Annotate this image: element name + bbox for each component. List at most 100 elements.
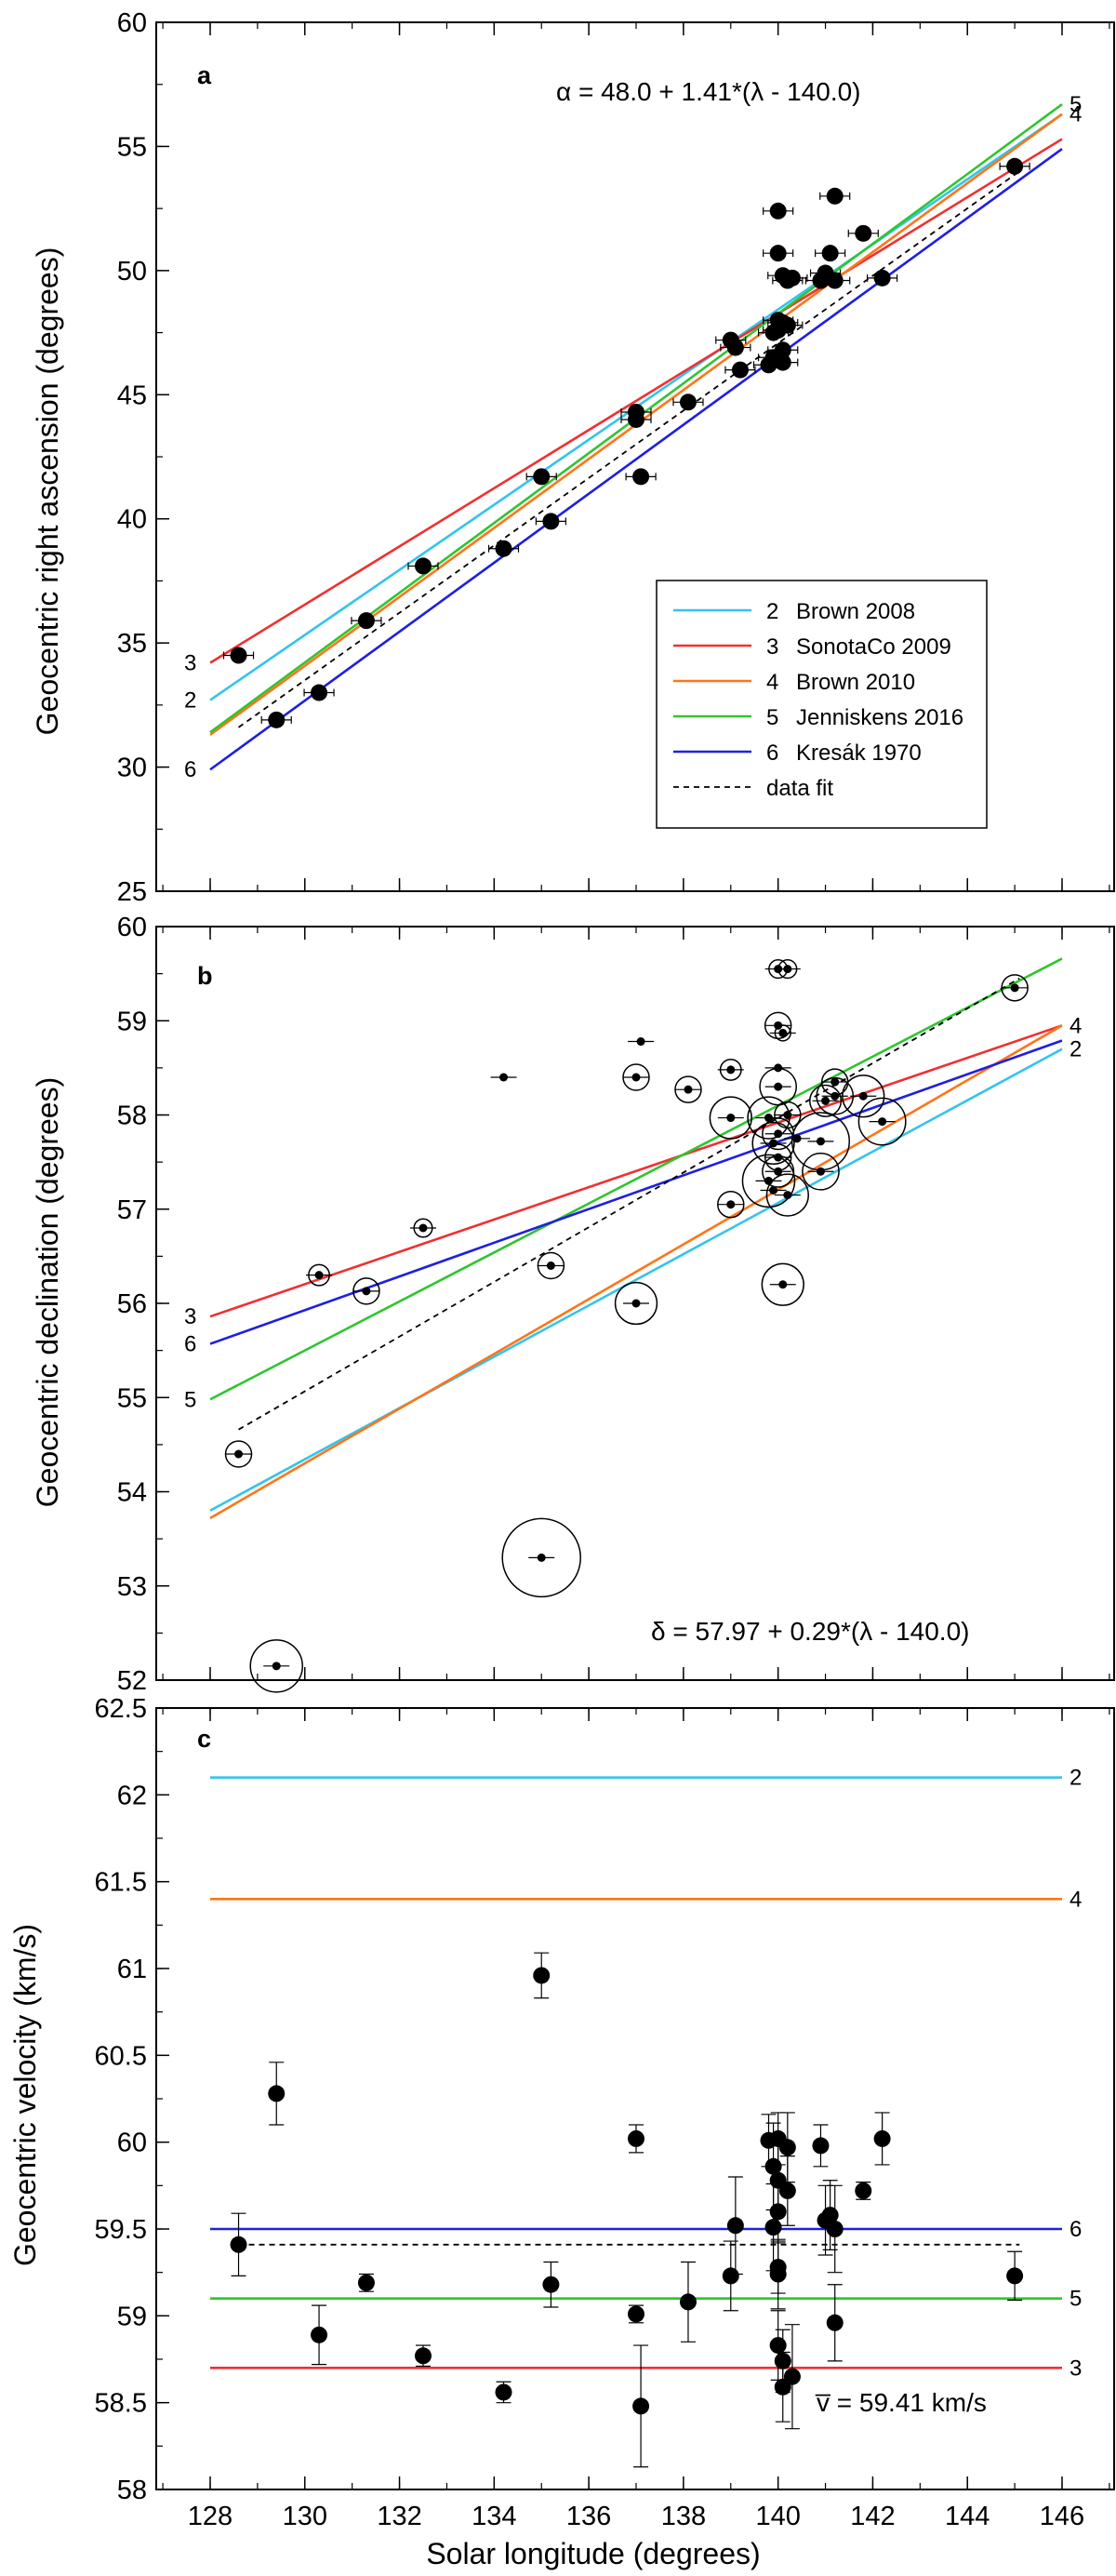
panel-a-letter: a (197, 61, 212, 89)
data-point (878, 1117, 887, 1127)
y-tick-label: 45 (117, 380, 147, 410)
data-point (855, 2182, 872, 2199)
y-tick-label: 60 (117, 8, 147, 38)
line-number-label: 3 (1070, 2356, 1082, 2381)
data-point (792, 1134, 802, 1143)
data-point (234, 1449, 244, 1459)
data-point (628, 2129, 644, 2147)
data-point (631, 1073, 641, 1082)
data-point (858, 1091, 868, 1101)
uncertainty-circle (802, 1152, 840, 1191)
x-tick-label: 134 (472, 2502, 516, 2531)
x-tick-label: 138 (661, 2502, 706, 2531)
data-point (268, 2085, 286, 2102)
data-point (769, 245, 787, 262)
model-line-4 (209, 1024, 1063, 1519)
data-point (816, 1167, 825, 1176)
line-number-label: 6 (1070, 2217, 1082, 2242)
y-tick-label: 50 (117, 257, 147, 287)
uncertainty-circle (751, 1121, 795, 1166)
model-line-6 (209, 148, 1063, 771)
data-point (774, 1082, 783, 1091)
y-tick-label: 55 (117, 1383, 147, 1413)
data-point (628, 410, 644, 428)
data-point (826, 2314, 844, 2331)
data-point (533, 468, 551, 486)
panel-c-letter: c (197, 1725, 211, 1753)
model-line-3 (209, 138, 1063, 664)
uncertainty-circle (709, 1096, 752, 1140)
data-point (726, 2217, 744, 2235)
data-point (783, 965, 792, 974)
data-point (816, 1137, 825, 1146)
y-tick-label: 59 (117, 2302, 147, 2331)
data-point (542, 513, 560, 530)
y-tick-label: 54 (117, 1478, 147, 1508)
panel-c-annotation: v̅ = 59.41 km/s (815, 2388, 987, 2417)
data-point (495, 540, 512, 557)
y-tick-label: 40 (117, 505, 147, 535)
data-point (774, 1153, 783, 1162)
uncertainty-circle (249, 1639, 303, 1693)
line-number-label: 2 (1070, 1766, 1082, 1791)
x-tick-label: 130 (283, 2502, 327, 2531)
uncertainty-circle (842, 1074, 885, 1118)
data-point (778, 1028, 788, 1037)
panel-b-formula: δ = 57.97 + 0.29*(λ - 140.0) (651, 1617, 969, 1646)
y-tick-label: 58 (117, 1101, 147, 1131)
data-point (362, 1287, 371, 1296)
data-point (636, 1037, 645, 1047)
y-tick-label: 60 (117, 913, 147, 942)
y-tick-label: 60 (117, 2129, 147, 2158)
y-tick-label: 58.5 (95, 2389, 147, 2419)
data-point (230, 647, 247, 664)
data-point (632, 468, 650, 486)
data-point (855, 224, 872, 242)
uncertainty-circle (614, 1281, 658, 1326)
data-point (826, 2221, 844, 2237)
y-tick-label: 59.5 (95, 2215, 147, 2245)
data-point (830, 1091, 840, 1101)
legend-label: Brown 2008 (796, 599, 915, 624)
data-point (415, 2347, 432, 2365)
data-point (537, 1553, 546, 1562)
data-fit-line (238, 170, 1020, 728)
x-tick-label: 128 (188, 2502, 232, 2531)
data-point (632, 2397, 650, 2415)
model-line-3 (209, 1024, 1063, 1318)
panel-b-letter: b (197, 962, 213, 990)
data-point (722, 2267, 739, 2285)
uncertainty-circle (741, 1154, 796, 1208)
legend: 2 Brown 2008 3 SonotaCo 2009 4 Brown 2010 5 Jen… (656, 580, 988, 829)
line-number-label: 4 (1070, 1887, 1082, 1912)
data-point (774, 1167, 783, 1176)
data-point (357, 2274, 375, 2291)
data-point (783, 2368, 801, 2385)
line-number-label: 6 (184, 1332, 196, 1357)
line-number-label: 4 (1070, 1013, 1082, 1038)
uncertainty-circle (761, 1262, 804, 1306)
data-point (821, 1096, 830, 1105)
y-tick-label: 61 (117, 1955, 147, 1984)
data-point (731, 361, 749, 379)
uncertainty-circle (790, 1112, 851, 1171)
panel-a-formula: α = 48.0 + 1.41*(λ - 140.0) (556, 77, 861, 106)
data-point (778, 1280, 788, 1289)
data-point (272, 1662, 281, 1671)
data-point (542, 2276, 560, 2293)
data-point (764, 2219, 782, 2236)
data-point (783, 1111, 792, 1119)
y-tick-label: 30 (117, 754, 147, 783)
uncertainty-circle (501, 1517, 581, 1598)
data-point (499, 1073, 509, 1082)
data-point (778, 316, 796, 334)
legend-number: 6 (766, 741, 778, 766)
data-point (1006, 2267, 1024, 2285)
uncertainty-circle (762, 1117, 795, 1151)
legend-label: SonotaCo 2009 (796, 634, 951, 660)
data-point (533, 1967, 551, 1984)
x-axis-title: Solar longitude (degrees) (426, 2537, 760, 2570)
line-number-label: 5 (1070, 92, 1082, 117)
y-tick-label: 56 (117, 1289, 147, 1319)
